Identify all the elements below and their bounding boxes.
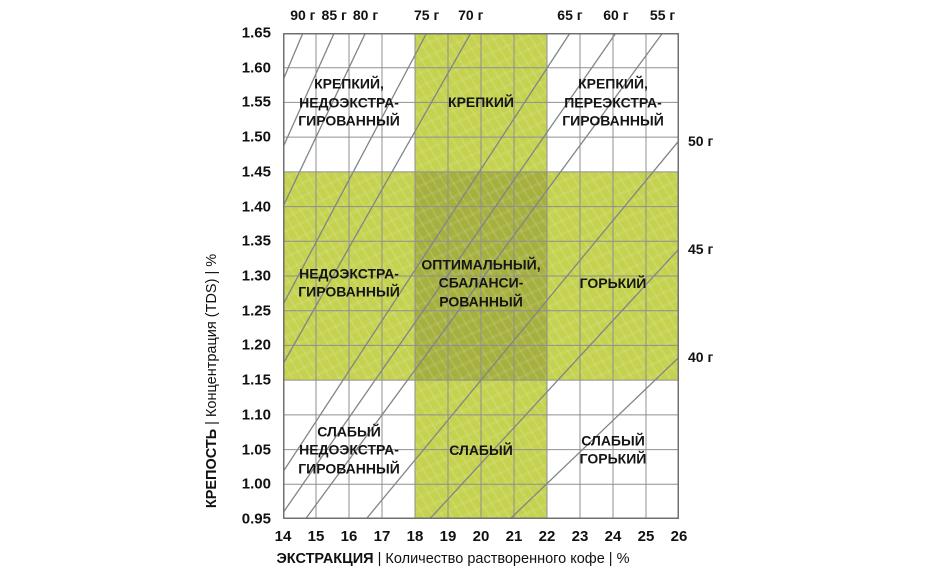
x-axis-title-rest: | Количество растворенного кофе | % xyxy=(373,551,630,567)
y-tick-1.10: 1.10 xyxy=(241,406,271,424)
zone-labels: КРЕПКИЙ, НЕДОЭКСТРА- ГИРОВАННЫЙ КРЕПКИЙ КР… xyxy=(283,33,679,519)
y-tick-1.05: 1.05 xyxy=(241,441,271,459)
dose-line xyxy=(283,33,472,365)
x-axis-title: ЭКСТРАКЦИЯ | Количество растворенного ко… xyxy=(255,551,651,567)
x-tick-15: 15 xyxy=(307,528,325,545)
x-tick-14: 14 xyxy=(274,528,292,545)
y-tick-1.50: 1.50 xyxy=(241,128,271,146)
y-tick-1.15: 1.15 xyxy=(241,371,271,389)
plot-area: КРЕПКИЙ, НЕДОЭКСТРА- ГИРОВАННЫЙ КРЕПКИЙ КР… xyxy=(283,33,679,519)
y-tick-1.55: 1.55 xyxy=(241,93,271,111)
x-tick-19: 19 xyxy=(439,528,457,545)
dose-label-right-45: 45 г xyxy=(688,240,714,257)
dose-label-top-55: 55 г xyxy=(649,7,676,23)
x-tick-22: 22 xyxy=(538,528,556,545)
dose-line xyxy=(283,33,367,207)
y-tick-1.20: 1.20 xyxy=(241,336,271,354)
zone-label-strong-underextracted: КРЕПКИЙ, НЕДОЭКСТРА- ГИРОВАННЫЙ xyxy=(298,75,400,129)
y-axis-title: КРЕПОСТЬ | Концентрация (TDS) | % xyxy=(204,254,220,508)
dose-label-right-50: 50 г xyxy=(688,132,714,149)
x-tick-18: 18 xyxy=(406,528,424,545)
zone-label-strong-overextracted: КРЕПКИЙ, ПЕРЕЭКСТРА- ГИРОВАННЫЙ xyxy=(562,75,664,129)
zone-label-bitter: ГОРЬКИЙ xyxy=(579,274,647,291)
zone-label-weak: СЛАБЫЙ xyxy=(449,441,513,458)
x-tick-25: 25 xyxy=(637,528,655,545)
dose-line xyxy=(283,33,428,306)
y-tick-0.95: 0.95 xyxy=(241,510,271,528)
dose-line xyxy=(283,33,571,473)
x-tick-20: 20 xyxy=(472,528,490,545)
zone-label-weak-bitter: СЛАБЫЙ ГОРЬКИЙ xyxy=(579,432,647,467)
zone-label-optimal-balanced: ОПТИМАЛЬНЫЙ, СБАЛАНСИ- РОВАННЫЙ xyxy=(421,256,541,310)
x-tick-21: 21 xyxy=(505,528,523,545)
y-tick-1.45: 1.45 xyxy=(241,163,271,181)
dose-label-top-90: 90 г xyxy=(290,7,316,23)
y-tick-1.25: 1.25 xyxy=(241,302,271,320)
dose-line xyxy=(304,33,664,519)
x-tick-24: 24 xyxy=(604,528,622,545)
dose-label-top-60: 60 г xyxy=(603,7,629,23)
dose-label-top-65: 65 г xyxy=(557,7,583,23)
dose-line xyxy=(429,248,679,519)
x-tick-17: 17 xyxy=(373,528,391,545)
dose-line xyxy=(283,33,304,81)
x-tick-26: 26 xyxy=(670,528,688,545)
dose-line xyxy=(509,356,679,519)
y-tick-1.40: 1.40 xyxy=(241,198,271,216)
zone-label-underextracted: НЕДОЭКСТРА- ГИРОВАННЫЙ xyxy=(298,265,400,300)
dose-line xyxy=(283,33,617,514)
y-tick-1.60: 1.60 xyxy=(241,59,271,77)
dose-label-top-80: 80 г xyxy=(352,7,379,23)
grid-and-dose-lines xyxy=(283,33,679,519)
dose-label-top-70: 70 г xyxy=(458,7,484,23)
y-axis-title-bold: КРЕПОСТЬ xyxy=(204,428,220,509)
plot-frame xyxy=(283,33,679,519)
zone-label-weak-underextracted: СЛАБЫЙ НЕДОЭКСТРА- ГИРОВАННЫЙ xyxy=(298,422,400,476)
y-tick-1.35: 1.35 xyxy=(241,232,271,250)
x-tick-16: 16 xyxy=(340,528,358,545)
dose-label-top-75: 75 г xyxy=(414,7,440,23)
dose-label-top-85: 85 г xyxy=(321,7,347,23)
dose-label-right-40: 40 г xyxy=(688,349,714,366)
y-tick-1.30: 1.30 xyxy=(241,267,271,285)
x-axis-title-bold: ЭКСТРАКЦИЯ xyxy=(276,551,374,567)
y-tick-1.65: 1.65 xyxy=(241,24,271,42)
x-tick-23: 23 xyxy=(571,528,589,545)
y-axis-title-rest: | Концентрация (TDS) | % xyxy=(204,253,220,429)
y-tick-1.00: 1.00 xyxy=(241,475,271,493)
dose-line xyxy=(283,33,335,148)
zone-label-strong: КРЕПКИЙ xyxy=(448,94,514,111)
dose-line xyxy=(365,140,679,519)
